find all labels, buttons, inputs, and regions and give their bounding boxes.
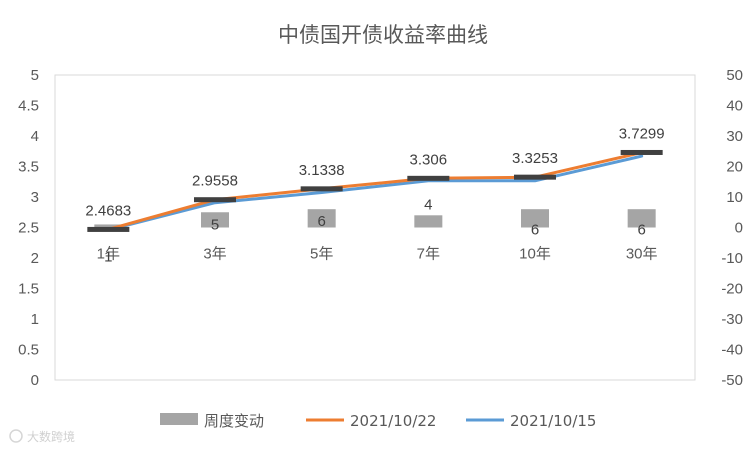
left-axis-tick-label: 0.5 <box>18 342 39 359</box>
point-marker <box>620 149 663 155</box>
data-label-2021-10-22: 3.1338 <box>299 162 345 179</box>
data-label-weekly-change: 6 <box>317 213 325 230</box>
data-label-2021-10-22: 3.3253 <box>512 150 558 167</box>
category-label: 3年 <box>203 246 226 263</box>
bar-weekly-change <box>627 209 656 228</box>
chart-title: 中债国开债收益率曲线 <box>278 23 488 47</box>
point-marker <box>407 175 450 181</box>
point-marker <box>300 186 343 192</box>
data-label-weekly-change: 6 <box>637 222 645 239</box>
bar-weekly-change <box>521 209 549 228</box>
data-label-weekly-change: 4 <box>424 196 432 213</box>
left-axis-tick-label: 1 <box>31 311 39 328</box>
line-2021-10-22 <box>106 151 644 231</box>
data-label-2021-10-22: 2.9558 <box>192 173 238 190</box>
left-axis-tick-label: 1.5 <box>18 281 39 298</box>
right-axis-tick-label: -30 <box>721 311 743 328</box>
right-axis-tick-label: 50 <box>726 67 743 84</box>
category-label: 30年 <box>626 246 658 263</box>
right-axis-tick-label: -40 <box>721 342 743 359</box>
watermark: 大数跨境 <box>9 429 75 444</box>
plot-area: 0 0.5 1 1.5 2 2.5 3 3.5 4 4.5 5 -50 -40 -30 -20 -10 0 10 2… <box>18 67 743 389</box>
bar-weekly-change <box>307 209 336 228</box>
data-label-weekly-change: 5 <box>211 216 219 233</box>
watermark-logo-icon <box>9 429 23 443</box>
bar-weekly-change <box>414 215 443 228</box>
data-label-2021-10-22: 3.306 <box>410 151 448 168</box>
right-axis-tick-label: 40 <box>726 98 743 115</box>
legend-label: 2021/10/22 <box>350 412 436 430</box>
left-axis-tick-label: 3.5 <box>18 159 39 176</box>
right-axis-tick-label: 10 <box>726 189 743 206</box>
data-label-weekly-change: 1 <box>104 249 112 266</box>
category-label: 10年 <box>519 246 551 263</box>
left-axis-tick-label: 5 <box>31 67 39 84</box>
left-axis-tick-label: 3 <box>31 189 39 206</box>
left-axis-tick-label: 2.5 <box>18 220 39 237</box>
category-label: 1年 <box>97 246 120 263</box>
right-axis-tick-label: 30 <box>726 128 743 145</box>
legend: 周度变动 2021/10/22 2021/10/15 <box>160 412 596 430</box>
right-axis-tick-label: -50 <box>721 372 743 389</box>
data-label-weekly-change: 6 <box>531 222 539 239</box>
watermark-text: 大数跨境 <box>27 429 75 444</box>
point-marker <box>514 174 556 180</box>
legend-swatch-bar <box>160 413 198 425</box>
left-axis-tick-label: 4 <box>31 128 39 145</box>
point-marker <box>87 226 130 232</box>
plot-frame <box>54 74 696 381</box>
legend-label: 周度变动 <box>204 412 264 430</box>
right-axis-tick-label: 20 <box>726 159 743 176</box>
right-axis-tick-label: -20 <box>721 281 743 298</box>
right-axis-tick-label: -10 <box>721 250 743 267</box>
right-axis-tick-label: 0 <box>735 220 743 237</box>
category-label: 5年 <box>310 246 333 263</box>
category-label: 7年 <box>417 246 440 263</box>
bar-weekly-change <box>201 212 229 228</box>
data-label-2021-10-22: 3.7299 <box>619 125 665 142</box>
data-label-2021-10-22: 2.4683 <box>85 202 131 219</box>
point-marker <box>194 197 236 203</box>
left-axis-tick-label: 0 <box>31 372 39 389</box>
left-axis-tick-label: 2 <box>31 250 39 267</box>
left-axis-tick-label: 4.5 <box>18 98 39 115</box>
legend-label: 2021/10/15 <box>510 412 596 430</box>
bar-weekly-change <box>94 224 123 228</box>
